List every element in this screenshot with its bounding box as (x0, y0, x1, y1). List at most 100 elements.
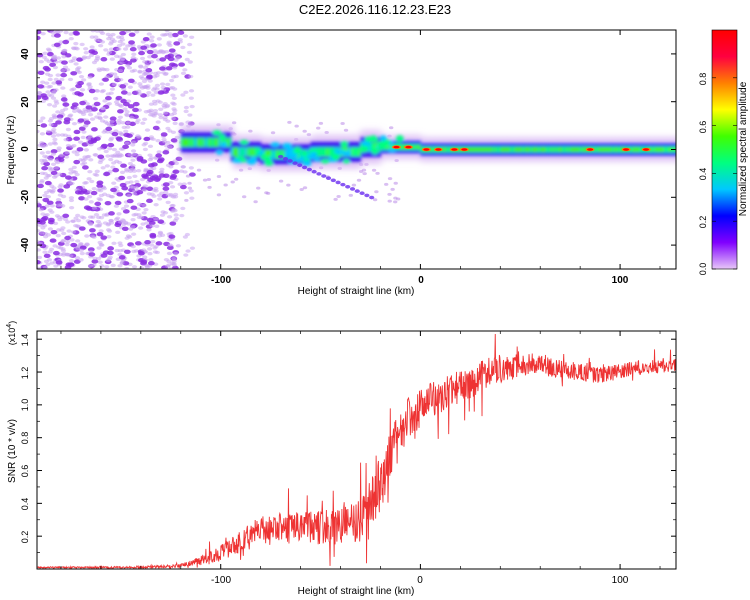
band-blob (331, 153, 340, 161)
noise-speckle (185, 174, 191, 178)
noise-speckle (78, 126, 86, 131)
spectrogram-y-tick-label-20: 20 (20, 96, 31, 108)
band-inner (272, 149, 276, 159)
noise-speckle (54, 101, 60, 105)
band-inner (550, 146, 553, 153)
noise-speckle (223, 183, 228, 187)
noise-speckle (55, 260, 63, 265)
band-inner (472, 146, 475, 153)
noise-speckle (141, 188, 148, 192)
band-inner (226, 137, 230, 147)
noise-speckle (73, 62, 79, 66)
noise-speckle (122, 209, 130, 214)
snr-y-scale-prefix: (x10 (7, 328, 17, 346)
band-inner (232, 147, 236, 157)
noise-speckle (119, 182, 127, 188)
band-blob (232, 158, 240, 163)
noise-speckle (178, 62, 186, 67)
noise-speckle (60, 68, 66, 73)
noise-speckle (116, 192, 124, 197)
noise-speckle (53, 42, 61, 47)
noise-speckle (160, 132, 168, 137)
noise-speckle (160, 49, 166, 54)
noise-speckle (171, 32, 179, 38)
noise-speckle (170, 101, 176, 105)
noise-speckle (84, 242, 90, 246)
noise-speckle (152, 108, 159, 113)
noise-speckle (163, 257, 170, 262)
noise-speckle (130, 143, 136, 147)
noise-speckle (64, 235, 72, 241)
noise-speckle (89, 45, 95, 49)
noise-speckle (165, 66, 173, 71)
noise-speckle (46, 188, 52, 193)
snr-ticks (37, 331, 676, 569)
noise-speckle (164, 54, 172, 60)
noise-speckle (104, 96, 112, 101)
noise-speckle (52, 244, 58, 248)
noise-speckle (99, 119, 106, 123)
noise-speckle (151, 99, 158, 104)
noise-speckle (109, 87, 116, 91)
band-inner (372, 142, 376, 152)
noise-speckle (105, 258, 111, 263)
band-inner (654, 146, 657, 153)
noise-speckle (125, 63, 131, 68)
noise-speckle (302, 186, 308, 190)
noise-speckle (96, 183, 104, 189)
noise-speckle (109, 57, 115, 61)
noise-speckle (131, 265, 138, 269)
band-blob (387, 147, 397, 153)
noise-speckle (87, 85, 93, 89)
noise-speckle (81, 56, 87, 60)
noise-speckle (132, 101, 140, 107)
tail-speckle (349, 187, 356, 191)
noise-speckle (155, 138, 161, 143)
noise-speckle (299, 187, 304, 191)
noise-speckle (50, 152, 57, 156)
noise-speckle (130, 58, 137, 63)
noise-speckle (149, 35, 155, 39)
noise-speckle (47, 77, 53, 82)
noise-speckle (62, 213, 70, 219)
noise-speckle (130, 217, 136, 222)
noise-speckle (180, 71, 187, 76)
band-inner (656, 146, 659, 153)
noise-speckle (64, 150, 70, 155)
noise-speckle (102, 192, 108, 196)
noise-speckle (143, 136, 151, 142)
tail-speckle (330, 178, 336, 183)
noise-speckle (108, 157, 114, 162)
noise-speckle (60, 204, 66, 208)
noise-speckle (94, 89, 101, 93)
snr-x-tick-label-neg100: -100 (211, 575, 231, 586)
noise-speckle (40, 116, 46, 120)
noise-speckle (189, 196, 195, 200)
noise-speckle (139, 76, 146, 81)
noise-speckle (141, 211, 147, 215)
noise-speckle (124, 113, 130, 118)
band-blob (301, 152, 308, 157)
band-inner (420, 146, 423, 153)
noise-speckle (390, 187, 395, 191)
noise-speckle (294, 124, 299, 128)
noise-speckle (49, 30, 55, 35)
noise-speckle (146, 109, 152, 113)
noise-speckle (103, 171, 111, 177)
noise-speckle (165, 200, 171, 205)
noise-speckle (119, 261, 125, 265)
noise-speckle (348, 193, 354, 197)
noise-speckle (48, 157, 54, 162)
band-inner (274, 149, 278, 159)
noise-speckle (105, 223, 111, 227)
noise-speckle (152, 71, 159, 76)
noise-speckle (172, 192, 179, 197)
noise-speckle (172, 52, 178, 56)
noise-speckle (42, 159, 48, 163)
noise-speckle (104, 200, 112, 206)
noise-speckle (55, 197, 62, 202)
noise-speckle (182, 170, 188, 174)
noise-speckle (37, 255, 43, 260)
spectrogram-x-tick-label-0: 0 (418, 275, 424, 286)
band-hotspot (393, 145, 400, 149)
